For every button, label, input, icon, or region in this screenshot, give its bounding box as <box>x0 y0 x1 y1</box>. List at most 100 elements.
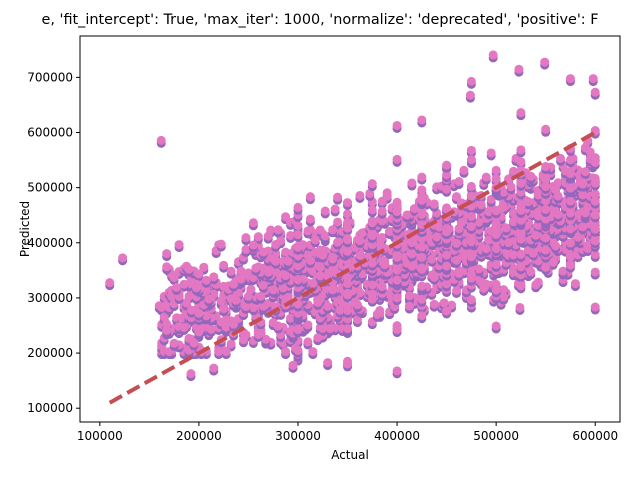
data-point <box>565 183 575 193</box>
data-point <box>308 278 318 288</box>
data-point <box>167 291 177 301</box>
y-axis-label: Predicted <box>18 201 32 257</box>
data-point <box>565 155 575 165</box>
data-point <box>162 325 172 335</box>
data-point <box>466 211 476 221</box>
data-point <box>343 198 353 208</box>
data-point <box>417 242 427 252</box>
data-point <box>241 244 251 254</box>
data-point <box>481 172 491 182</box>
data-point <box>570 279 580 289</box>
data-point <box>541 245 551 255</box>
data-point <box>343 246 353 256</box>
reference-line <box>108 130 597 405</box>
data-point <box>533 220 543 230</box>
data-point <box>281 347 291 357</box>
data-point <box>343 324 353 334</box>
data-point <box>194 269 204 279</box>
data-point <box>541 174 551 184</box>
data-point <box>526 171 536 181</box>
data-point <box>367 205 377 215</box>
data-point <box>246 284 256 294</box>
data-point <box>231 295 241 305</box>
y-axis-ticks: 100000 200000 300000 400000 500000 600000 7000… <box>27 70 80 415</box>
data-point <box>169 338 179 348</box>
data-point <box>541 196 551 206</box>
data-point <box>541 204 551 214</box>
data-point <box>248 303 258 313</box>
data-point <box>491 174 501 184</box>
data-point <box>553 178 563 188</box>
data-point <box>590 196 600 206</box>
data-point <box>565 74 575 84</box>
data-point <box>293 202 303 212</box>
data-point <box>229 279 239 289</box>
data-point <box>293 325 303 335</box>
data-point <box>293 299 303 309</box>
data-point <box>221 322 231 332</box>
data-point <box>392 120 402 130</box>
data-point <box>466 273 476 283</box>
data-point <box>118 253 128 263</box>
data-point <box>533 211 543 221</box>
data-point <box>392 366 402 376</box>
data-point <box>209 272 219 282</box>
data-point <box>182 298 192 308</box>
data-point <box>516 262 526 272</box>
data-point <box>516 215 526 225</box>
data-point <box>335 305 345 315</box>
data-point <box>578 179 588 189</box>
data-point <box>308 347 318 357</box>
data-point <box>432 232 442 242</box>
data-point <box>442 250 452 260</box>
data-point <box>184 264 194 274</box>
data-point <box>506 182 516 192</box>
data-point <box>590 210 600 220</box>
data-point <box>328 225 338 235</box>
data-point <box>491 321 501 331</box>
data-point <box>404 301 414 311</box>
data-point <box>466 145 476 155</box>
data-point <box>201 275 211 285</box>
data-point <box>417 115 427 125</box>
data-point <box>516 249 526 259</box>
data-point <box>531 280 541 290</box>
data-point <box>303 320 313 330</box>
data-point <box>305 214 315 224</box>
data-point <box>504 238 514 248</box>
x-tick-label: 200000 <box>176 429 222 443</box>
data-point <box>206 324 216 334</box>
data-point <box>491 285 501 295</box>
data-point <box>243 291 253 301</box>
data-point <box>508 166 518 176</box>
data-point <box>459 165 469 175</box>
data-point <box>526 267 536 277</box>
data-point <box>179 279 189 289</box>
data-point <box>548 257 558 267</box>
data-point <box>313 297 323 307</box>
data-point <box>343 359 353 369</box>
data-point <box>343 235 353 245</box>
data-point <box>293 345 303 355</box>
data-point <box>533 190 543 200</box>
axes-frame <box>79 35 621 423</box>
data-point <box>590 157 600 167</box>
data-point <box>580 167 590 177</box>
data-point <box>219 304 229 314</box>
data-point <box>565 260 575 270</box>
data-point <box>191 283 201 293</box>
data-point <box>499 285 509 295</box>
data-point <box>429 199 439 209</box>
data-point <box>320 206 330 216</box>
data-point <box>313 333 323 343</box>
data-point <box>417 264 427 274</box>
data-point <box>541 214 551 224</box>
data-point <box>409 204 419 214</box>
data-point <box>392 252 402 262</box>
data-point <box>323 358 333 368</box>
data-point <box>580 208 590 218</box>
y-tick-label: 300000 <box>27 291 73 305</box>
data-point <box>491 244 501 254</box>
data-point <box>288 360 298 370</box>
data-point <box>367 231 377 241</box>
